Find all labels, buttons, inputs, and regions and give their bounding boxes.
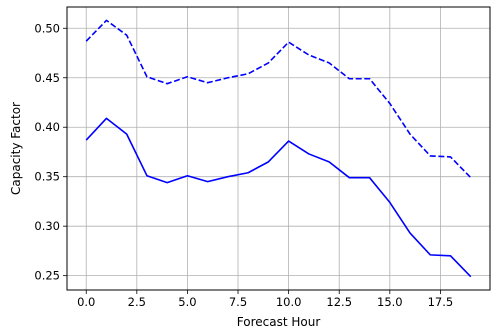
x-tick-label: 2.5 bbox=[128, 295, 146, 309]
y-tick-label: 0.45 bbox=[34, 71, 60, 85]
grid bbox=[67, 7, 490, 290]
x-tick-label: 12.5 bbox=[326, 295, 352, 309]
x-axis-label: Forecast Hour bbox=[237, 315, 321, 329]
x-tick-label: 7.5 bbox=[229, 295, 247, 309]
y-axis-label: Capacity Factor bbox=[9, 102, 23, 195]
y-tick-label: 0.50 bbox=[34, 21, 60, 35]
x-tick-label: 0.0 bbox=[77, 295, 95, 309]
x-axis-ticks: 0.0 2.5 5.0 7.5 10.0 12.5 15.0 17.5 bbox=[77, 290, 453, 309]
x-tick-label: 5.0 bbox=[178, 295, 196, 309]
series-line-solid bbox=[85, 117, 472, 278]
series-layer bbox=[85, 19, 472, 278]
y-tick-label: 0.40 bbox=[34, 120, 60, 134]
x-tick-label: 15.0 bbox=[377, 295, 403, 309]
y-tick-label: 0.35 bbox=[34, 170, 60, 184]
y-tick-label: 0.25 bbox=[34, 269, 60, 283]
y-tick-label: 0.30 bbox=[34, 219, 60, 233]
series-line-dashed bbox=[85, 19, 472, 179]
plot-area bbox=[67, 7, 490, 290]
y-axis-ticks: 0.25 0.30 0.35 0.40 0.45 0.50 bbox=[34, 21, 67, 283]
x-tick-label: 17.5 bbox=[428, 295, 454, 309]
plot-frame bbox=[66, 6, 491, 291]
x-tick-label: 10.0 bbox=[276, 295, 302, 309]
